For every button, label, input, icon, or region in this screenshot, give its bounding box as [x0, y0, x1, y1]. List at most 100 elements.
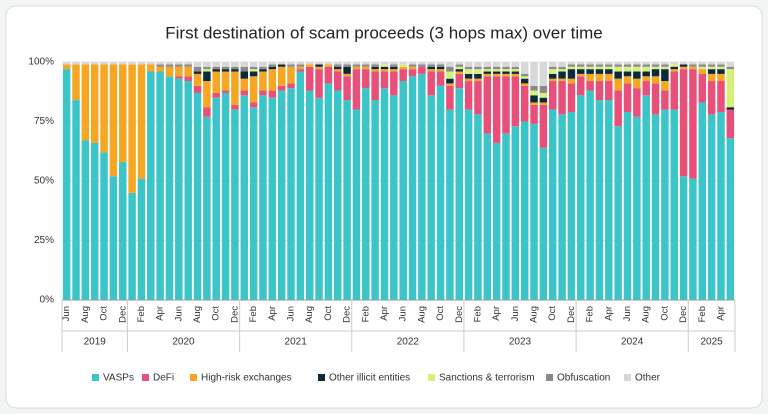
bar-segment: [707, 73, 716, 82]
bar-segment: [483, 66, 492, 70]
y-tick-label: 50%: [34, 176, 54, 187]
x-tick-label: Aug: [641, 306, 652, 323]
bar-segment: [90, 142, 99, 300]
y-tick-label: 0%: [40, 295, 55, 306]
bar-segment: [231, 71, 239, 105]
x-tick-label: Aug: [304, 306, 315, 323]
bar-segment: [614, 64, 622, 67]
x-group-label: 2025: [701, 337, 724, 348]
bar-segment: [305, 64, 314, 67]
bar-segment: [193, 62, 202, 67]
bar-segment: [277, 90, 286, 300]
bar-segment: [259, 62, 267, 67]
bar-segment: [623, 71, 632, 77]
bar-segment: [483, 62, 492, 67]
bar-segment: [184, 76, 192, 82]
bar-segment: [399, 69, 407, 82]
bar-segment: [679, 64, 688, 67]
bar-segment: [277, 64, 286, 67]
bar-segment: [193, 71, 202, 74]
bar-segment: [726, 69, 735, 108]
bar-segment: [390, 95, 398, 300]
bar-segment: [567, 64, 576, 67]
bar-segment: [343, 62, 351, 65]
x-tick-label: Jun: [398, 306, 409, 321]
bar-segment: [707, 81, 716, 115]
bar-segment: [259, 71, 267, 91]
bar-segment: [520, 78, 529, 84]
bar-segment: [137, 62, 146, 65]
bar-segment: [492, 142, 501, 300]
bar-segment: [511, 71, 520, 74]
bar-segment: [605, 73, 613, 82]
bar-segment: [90, 62, 99, 65]
bar-segment: [165, 76, 174, 300]
bar-segment: [249, 102, 258, 108]
bar-segment: [670, 109, 678, 300]
bar-segment: [642, 76, 650, 82]
bar-segment: [577, 62, 585, 65]
bar-segment: [203, 107, 211, 117]
bar-segment: [380, 62, 389, 65]
bar-segment: [539, 92, 548, 98]
bar-segment: [175, 62, 183, 65]
bar-segment: [651, 76, 660, 84]
bar-segment: [212, 71, 220, 93]
bar-segment: [371, 66, 379, 70]
bar-segment: [156, 71, 164, 301]
bar-segment: [661, 66, 669, 70]
bar-segment: [464, 73, 473, 79]
bar-segment: [558, 69, 566, 72]
bar-segment: [156, 66, 164, 72]
bar-segment: [418, 62, 426, 65]
bar-segment: [446, 78, 454, 84]
bar-segment: [380, 88, 389, 301]
legend-label: Other illicit entities: [329, 373, 410, 384]
bar-segment: [539, 62, 548, 86]
bar-segment: [642, 71, 650, 77]
bar-segment: [464, 66, 473, 70]
bar-segment: [193, 85, 202, 93]
bar-segment: [502, 76, 510, 134]
bar-segment: [511, 73, 520, 77]
bar-segment: [315, 64, 323, 67]
bar-segment: [511, 126, 520, 300]
bar-segment: [147, 64, 155, 72]
bar-segment: [595, 66, 604, 70]
bar-segment: [548, 62, 557, 67]
bar-segment: [446, 71, 454, 79]
bar-segment: [502, 71, 510, 74]
bar-segment: [577, 69, 585, 74]
bar-segment: [726, 66, 735, 70]
bar-segment: [296, 66, 305, 70]
bar-segment: [661, 62, 669, 65]
bar-segment: [296, 64, 305, 67]
bar-segment: [726, 138, 735, 300]
bar-segment: [520, 73, 529, 77]
bar-segment: [651, 114, 660, 300]
bar-segment: [642, 62, 650, 65]
x-tick-label: Aug: [416, 306, 427, 323]
x-tick-label: Aug: [529, 306, 540, 323]
bar-segment: [343, 73, 351, 77]
bar-segment: [231, 66, 239, 70]
bar-segment: [670, 66, 678, 70]
bar-segment: [352, 62, 361, 65]
bar-segment: [605, 66, 613, 70]
bar-segment: [577, 95, 585, 300]
bar-segment: [109, 64, 118, 177]
x-tick-label: Feb: [697, 306, 708, 322]
bar-segment: [483, 69, 492, 72]
bar-segment: [548, 73, 557, 79]
bar-segment: [371, 62, 379, 65]
bar-segment: [315, 66, 323, 70]
bar-segment: [595, 100, 604, 300]
bar-segment: [717, 69, 725, 74]
bar-segment: [408, 62, 417, 65]
bar-segment: [249, 69, 258, 72]
bar-segment: [633, 71, 641, 79]
bar-segment: [530, 123, 538, 300]
bar-segment: [614, 66, 622, 72]
bar-segment: [90, 64, 99, 143]
bar-segment: [558, 81, 566, 115]
